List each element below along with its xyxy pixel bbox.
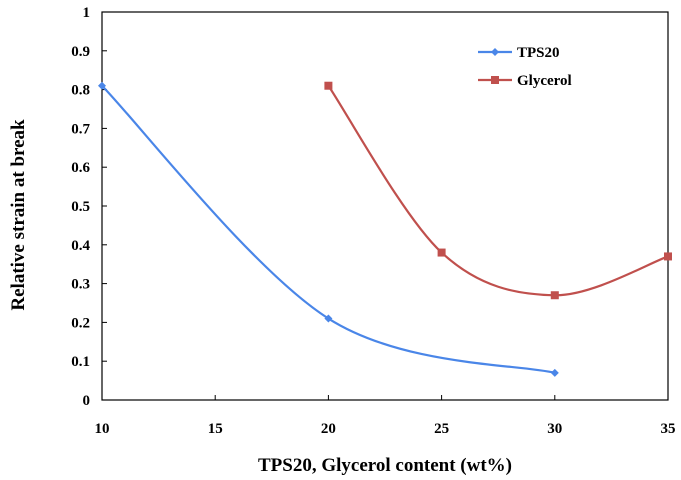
y-tick-label: 1	[83, 5, 91, 21]
x-tick-label: 20	[321, 421, 336, 437]
data-point-glycerol	[550, 291, 559, 300]
data-point-glycerol	[437, 248, 446, 257]
x-tick-label: 25	[434, 421, 449, 437]
data-point-tps20	[324, 314, 333, 323]
plot-border	[101, 11, 669, 401]
y-axis: 0 0.1 0.2 0.3 0.4 0.5 0.6 0.7 0.8 0.9 1	[71, 5, 107, 409]
series-glycerol	[324, 81, 672, 300]
y-axis-title: Relative strain at break	[8, 119, 29, 311]
data-point-tps20	[550, 368, 559, 377]
x-tick-label: 35	[661, 421, 676, 437]
x-tick-label: 15	[208, 421, 223, 437]
legend-marker-tps20	[491, 48, 499, 56]
data-point-glycerol	[324, 81, 333, 90]
legend: TPS20 Glycerol	[478, 45, 572, 89]
y-tick-label: 0.2	[71, 315, 90, 331]
y-tick-label: 0.8	[71, 83, 90, 99]
x-axis-title: TPS20, Glycerol content (wt%)	[258, 455, 512, 476]
series-layer	[98, 81, 672, 377]
y-tick-label: 0.5	[71, 199, 90, 215]
legend-label: TPS20	[517, 45, 560, 61]
data-point-glycerol	[664, 252, 672, 261]
y-tick-label: 0.7	[71, 121, 90, 137]
y-tick-label: 0	[83, 393, 91, 409]
x-tick-label: 10	[95, 421, 110, 437]
y-tick-label: 0.3	[71, 277, 90, 293]
y-tick-label: 0.4	[71, 238, 90, 254]
x-tick-label: 30	[547, 421, 562, 437]
data-point-tps20	[98, 81, 106, 90]
plot-area	[101, 11, 669, 401]
series-line-tps20	[101, 84, 556, 374]
x-axis: 10 15 20 25 30 35	[95, 395, 676, 437]
legend-item-glycerol: Glycerol	[478, 73, 572, 89]
legend-item-tps20: TPS20	[478, 45, 560, 61]
y-tick-label: 0.9	[71, 44, 90, 60]
series-tps20	[98, 81, 559, 377]
y-tick-label: 0.1	[71, 354, 90, 370]
legend-label: Glycerol	[517, 73, 572, 89]
series-line-glycerol	[327, 85, 669, 297]
y-tick-label: 0.6	[71, 160, 90, 176]
legend-marker-glycerol	[491, 76, 499, 84]
